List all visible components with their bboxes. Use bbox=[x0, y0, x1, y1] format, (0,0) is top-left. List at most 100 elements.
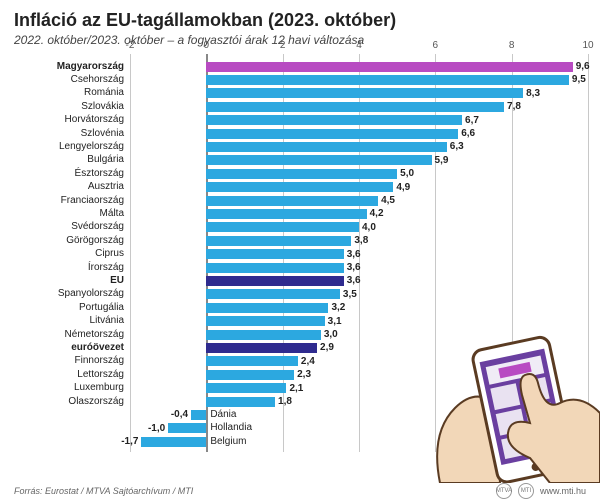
bar-row: Csehország 9,5 bbox=[0, 73, 600, 86]
bar bbox=[206, 129, 458, 139]
country-label: Franciaország bbox=[0, 196, 128, 206]
site-url: www.mti.hu bbox=[540, 486, 586, 496]
value-label: 2,4 bbox=[301, 357, 315, 367]
source-text: Forrás: Eurostat / MTVA Sajtóarchívum / … bbox=[14, 486, 193, 496]
axis-tick-label: 2 bbox=[280, 40, 286, 51]
country-label: Svédország bbox=[0, 222, 128, 232]
country-label: Szlovákia bbox=[0, 102, 128, 112]
bar-row: Finnország 2,4 bbox=[0, 355, 600, 368]
value-label: 1,8 bbox=[278, 397, 292, 407]
bar-row: Németország3,0 bbox=[0, 328, 600, 341]
bar bbox=[206, 102, 504, 112]
footer-right: MTVA MTI www.mti.hu bbox=[496, 483, 586, 499]
value-label: 3,6 bbox=[347, 263, 361, 273]
bar bbox=[191, 410, 206, 420]
bar bbox=[206, 397, 275, 407]
value-label: 4,9 bbox=[396, 183, 410, 193]
bar bbox=[206, 222, 359, 232]
bar bbox=[206, 115, 462, 125]
country-label: Csehország bbox=[0, 75, 128, 85]
bar-row: Litvánia3,1 bbox=[0, 315, 600, 328]
bar-row: Ciprus3,6 bbox=[0, 248, 600, 261]
value-label: 6,7 bbox=[465, 116, 479, 126]
bar-row: Dánia-0,4 bbox=[0, 408, 600, 421]
bar bbox=[206, 343, 317, 353]
bar-row: Lettország 2,3 bbox=[0, 368, 600, 381]
bar-row: Szlovénia 6,6 bbox=[0, 127, 600, 140]
value-label: 9,5 bbox=[572, 75, 586, 85]
country-label: Portugália bbox=[0, 303, 128, 313]
bar bbox=[206, 289, 340, 299]
chart-subtitle: 2022. október/2023. október – a fogyaszt… bbox=[14, 33, 586, 47]
bar-row: Málta4,2 bbox=[0, 207, 600, 220]
value-label: 6,3 bbox=[450, 142, 464, 152]
axis-tick-label: 6 bbox=[433, 40, 439, 51]
bar-row: Bulgária5,9 bbox=[0, 154, 600, 167]
value-label: 4,5 bbox=[381, 196, 395, 206]
country-label: Magyarország bbox=[0, 62, 128, 72]
country-label: Ciprus bbox=[0, 249, 128, 259]
value-label: 8,3 bbox=[526, 89, 540, 99]
axis-tick-label: 8 bbox=[509, 40, 515, 51]
value-label: 3,5 bbox=[343, 290, 357, 300]
country-label: Olaszország bbox=[0, 397, 128, 407]
inflation-bar-chart: -20246810Magyarország9,6Csehország9,5Rom… bbox=[0, 54, 600, 464]
value-label: 4,2 bbox=[370, 209, 384, 219]
bar-row: Magyarország9,6 bbox=[0, 60, 600, 73]
bar-row: Románia8,3 bbox=[0, 87, 600, 100]
bar-row: Írország 3,6 bbox=[0, 261, 600, 274]
mti-logo-icon: MTI bbox=[518, 483, 534, 499]
bar-row: Hollandia-1,0 bbox=[0, 422, 600, 435]
value-label: -0,4 bbox=[171, 410, 188, 420]
value-label: 6,6 bbox=[461, 129, 475, 139]
bar bbox=[206, 142, 446, 152]
bar-row: Észtország5,0 bbox=[0, 167, 600, 180]
bar-row: Portugália 3,2 bbox=[0, 301, 600, 314]
bar bbox=[206, 356, 298, 366]
axis-tick-label: -2 bbox=[126, 40, 135, 51]
bar-row: Lengyelország 6,3 bbox=[0, 140, 600, 153]
value-label: 2,1 bbox=[289, 384, 303, 394]
bar bbox=[206, 370, 294, 380]
bar bbox=[206, 182, 393, 192]
bar bbox=[206, 88, 523, 98]
country-label: Írország bbox=[0, 263, 128, 273]
bar bbox=[206, 249, 343, 259]
bar-row: Belgium -1,7 bbox=[0, 435, 600, 448]
chart-footer: Forrás: Eurostat / MTVA Sajtóarchívum / … bbox=[14, 483, 586, 499]
bar bbox=[206, 169, 397, 179]
bar-row: Franciaország 4,5 bbox=[0, 194, 600, 207]
value-label: 2,3 bbox=[297, 370, 311, 380]
country-label: Ausztria bbox=[0, 182, 128, 192]
value-label: -1,7 bbox=[121, 437, 138, 447]
country-label: Lengyelország bbox=[0, 142, 128, 152]
country-label: Szlovénia bbox=[0, 129, 128, 139]
bar bbox=[206, 330, 321, 340]
country-label: Görögország bbox=[0, 236, 128, 246]
country-label: EU bbox=[0, 276, 128, 286]
value-label: 2,9 bbox=[320, 343, 334, 353]
bar-row: Görögország 3,8 bbox=[0, 234, 600, 247]
country-label: Észtország bbox=[0, 169, 128, 179]
country-label: Belgium bbox=[210, 437, 250, 447]
value-label: 7,8 bbox=[507, 102, 521, 112]
country-label: Spanyolország bbox=[0, 289, 128, 299]
bar-row: Svédország 4,0 bbox=[0, 221, 600, 234]
bar-row: Horvátország6,7 bbox=[0, 114, 600, 127]
bar bbox=[206, 75, 569, 85]
bar bbox=[206, 196, 378, 206]
bar bbox=[206, 383, 286, 393]
axis-tick-label: 10 bbox=[582, 40, 593, 51]
country-label: Finnország bbox=[0, 356, 128, 366]
bar bbox=[206, 155, 431, 165]
bar bbox=[206, 62, 572, 72]
value-label: 4,0 bbox=[362, 223, 376, 233]
country-label: Hollandia bbox=[210, 423, 256, 433]
value-label: 3,8 bbox=[354, 236, 368, 246]
axis-tick-label: 4 bbox=[356, 40, 362, 51]
bar bbox=[206, 276, 343, 286]
value-label: 3,2 bbox=[331, 303, 345, 313]
bar-row: EU3,6 bbox=[0, 274, 600, 287]
country-label: Lettország bbox=[0, 370, 128, 380]
bar-row: euróövezet2,9 bbox=[0, 341, 600, 354]
